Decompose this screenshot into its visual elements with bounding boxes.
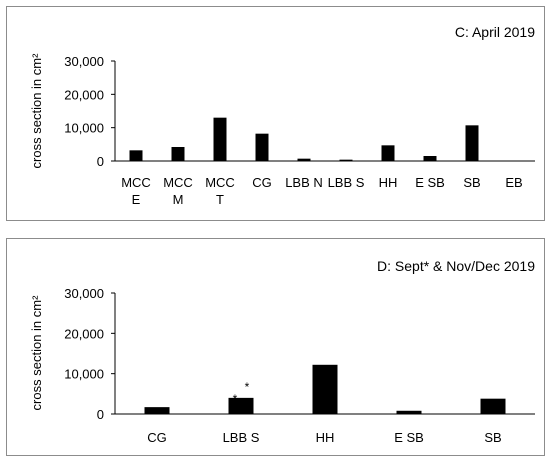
chart-d-bar <box>312 364 338 414</box>
chart-d-annotation: * <box>233 392 238 406</box>
chart-c-y-tick-label: 0 <box>97 154 104 169</box>
chart-c-category-label: E SB <box>415 175 445 190</box>
chart-c-svg: C: April 2019 cross section in cm² 0 10,000… <box>29 24 535 207</box>
chart-c-category-label: MCC <box>121 175 151 190</box>
chart-d-y-axis-label: cross section in cm² <box>29 295 44 411</box>
chart-d-annotation: * <box>245 380 250 394</box>
chart-d-category-label: SB <box>484 430 501 445</box>
chart-d-bar <box>480 398 506 414</box>
chart-d-y-tick-label: 30,000 <box>64 286 104 301</box>
chart-c-bar <box>381 145 395 161</box>
chart-d-svg: D: Sept* & Nov/Dec 2019 cross section in … <box>29 258 535 445</box>
chart-c-y-tick-label: 30,000 <box>64 54 104 69</box>
chart-c-category-label: HH <box>379 175 398 190</box>
chart-c-title: C: April 2019 <box>455 24 535 40</box>
chart-c-category-label: EB <box>505 175 522 190</box>
chart-panel-c: C: April 2019 cross section in cm² 0 10,000… <box>6 6 545 221</box>
chart-d-bar <box>144 407 170 414</box>
chart-c-category-label: CG <box>252 175 272 190</box>
chart-c-category-label: E <box>132 192 141 207</box>
chart-c-bar <box>171 147 185 161</box>
chart-d-y-tick-label: 20,000 <box>64 326 104 341</box>
chart-d-category-label: LBB S <box>223 430 260 445</box>
chart-c-category-label: MCC <box>163 175 193 190</box>
chart-d-category-label: E SB <box>394 430 424 445</box>
chart-c-category-label: T <box>216 192 224 207</box>
chart-c-category-label: LBB N <box>285 175 323 190</box>
chart-c-category-label: SB <box>463 175 480 190</box>
chart-c-bar <box>255 133 269 161</box>
chart-c-y-tick-label: 10,000 <box>64 121 104 136</box>
chart-c-bar <box>465 125 479 161</box>
chart-c-y-tick-label: 20,000 <box>64 87 104 102</box>
chart-d-y-tick-label: 10,000 <box>64 367 104 382</box>
chart-d-category-label: CG <box>147 430 167 445</box>
chart-c-bar <box>129 150 143 161</box>
chart-d-bar <box>228 397 254 414</box>
chart-c-bar <box>213 117 227 161</box>
chart-c-bar <box>297 158 311 161</box>
chart-c-category-label: M <box>173 192 184 207</box>
chart-panel-d: D: Sept* & Nov/Dec 2019 cross section in … <box>6 238 545 456</box>
chart-c-bar <box>423 156 437 161</box>
chart-c-y-axis-label: cross section in cm² <box>29 53 44 169</box>
chart-d-bar <box>396 410 422 414</box>
chart-d-category-label: HH <box>316 430 335 445</box>
chart-c-category-label: LBB S <box>328 175 365 190</box>
chart-d-title: D: Sept* & Nov/Dec 2019 <box>377 258 535 274</box>
chart-c-bar <box>339 159 353 161</box>
chart-c-category-label: MCC <box>205 175 235 190</box>
chart-d-y-tick-label: 0 <box>97 407 104 422</box>
